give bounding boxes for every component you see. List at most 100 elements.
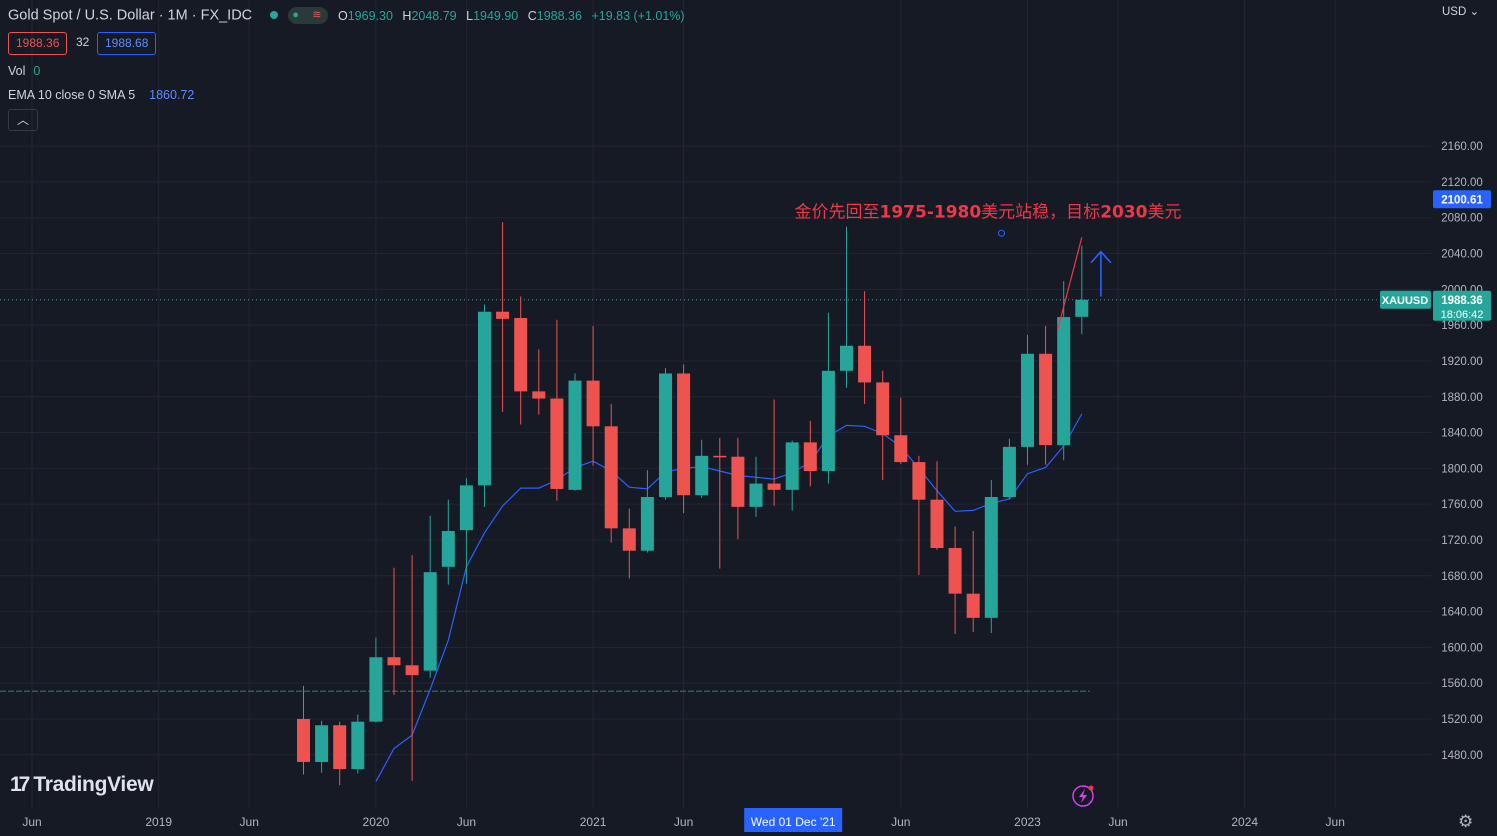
y-tick-label: 1680.00 — [1441, 571, 1483, 583]
candle — [731, 437, 745, 540]
ohlc-change: +19.83 (+1.01%) — [591, 9, 685, 23]
candle — [496, 222, 510, 412]
crosshair-price-box — [1433, 190, 1491, 209]
tradingview-logo[interactable]: 17 TradingView — [10, 773, 154, 797]
x-tick-label: Jun — [1326, 815, 1345, 829]
y-tick-label: 1800.00 — [1441, 463, 1483, 475]
candle — [713, 437, 727, 569]
ohlc-open-value: 1969.30 — [347, 9, 393, 23]
candle-body — [297, 718, 310, 762]
y-tick-label: 1920.00 — [1441, 356, 1483, 368]
annotation-text: 金价先回至1975-1980美元站稳，目标2030美元 — [795, 202, 1182, 222]
chevron-up-icon: ︿ — [16, 113, 29, 127]
candle — [1021, 334, 1034, 465]
y-tick-label: 2160.00 — [1441, 141, 1483, 153]
x-tick-label: Jun — [457, 815, 476, 829]
candle — [297, 685, 310, 775]
candle-body — [695, 455, 709, 496]
candle-body — [640, 497, 654, 551]
candle-body — [496, 311, 510, 319]
candle-body — [1075, 299, 1089, 317]
candle-body — [912, 462, 926, 500]
y-tick-label: 2120.00 — [1441, 177, 1483, 189]
candle — [478, 304, 491, 507]
gear-icon[interactable]: ⚙ — [1458, 812, 1474, 831]
buy-button[interactable]: 1988.68 — [97, 32, 157, 55]
bar-countdown-label: 18:06:42 — [1441, 309, 1484, 321]
x-tick-label: Jun — [22, 815, 41, 829]
candle — [514, 296, 528, 425]
spread-value: 32 — [76, 35, 90, 49]
candle — [586, 326, 600, 466]
candle — [604, 403, 618, 543]
candle-body — [478, 311, 491, 486]
x-tick-label: 2021 — [580, 815, 607, 829]
candle-body — [1002, 446, 1016, 498]
candle-body — [315, 725, 329, 762]
candle — [966, 531, 980, 633]
candle-body — [351, 721, 365, 770]
candle — [876, 370, 890, 480]
volume-legend[interactable]: Vol 0 — [8, 64, 40, 78]
y-tick-label: 1720.00 — [1441, 535, 1483, 547]
lightning-bolt-icon — [1079, 789, 1087, 803]
crosshair-date-label: Wed 01 Dec '21 — [751, 815, 836, 829]
candle-body — [423, 572, 437, 671]
candle — [459, 478, 473, 584]
currency-select[interactable]: USD ⌄ — [1442, 4, 1479, 18]
candle-body — [948, 548, 962, 594]
sell-button[interactable]: 1988.36 — [8, 32, 68, 55]
y-tick-label: 1880.00 — [1441, 392, 1483, 404]
candle — [333, 721, 347, 786]
candle — [441, 499, 455, 585]
x-tick-label: Jun — [891, 815, 910, 829]
candle-body — [1021, 353, 1034, 447]
compare-toggle[interactable]: ● ≋ — [288, 7, 329, 24]
y-tick-label: 1840.00 — [1441, 428, 1483, 440]
candle-body — [459, 485, 473, 531]
x-tick-label: 2020 — [363, 815, 390, 829]
candle-body — [514, 317, 528, 392]
symbol-header[interactable]: Gold Spot / U.S. Dollar · 1M · FX_IDC ● ≋ — [8, 7, 329, 24]
candle-body — [441, 531, 455, 567]
annotation-anchor-icon — [998, 229, 1005, 237]
candle — [568, 373, 582, 491]
ema-label: EMA 10 close 0 SMA 5 — [8, 88, 136, 102]
candle — [315, 720, 329, 773]
candle — [749, 456, 763, 517]
trend-line — [1057, 237, 1083, 330]
candle-body — [604, 426, 618, 529]
candle-body — [785, 442, 799, 490]
ema-legend[interactable]: EMA 10 close 0 SMA 5 1860.72 — [8, 88, 194, 102]
x-tick-label: 2023 — [1014, 815, 1041, 829]
candle — [640, 470, 654, 553]
collapse-legend-button[interactable]: ︿ — [8, 109, 38, 131]
ema-value: 1860.72 — [149, 88, 195, 102]
candle — [659, 368, 672, 500]
candle — [387, 567, 401, 695]
candle — [677, 364, 691, 514]
annotation-text-part: 美元站稳，目标 — [981, 202, 1100, 222]
currency-label: USD — [1442, 6, 1467, 18]
x-tick-label: Jun — [240, 815, 259, 829]
candle-body — [749, 483, 763, 507]
candle — [405, 555, 419, 781]
candle-body — [767, 483, 781, 490]
candle — [821, 312, 835, 484]
candle — [858, 291, 872, 404]
ema-line — [375, 413, 1083, 782]
candle — [984, 479, 998, 634]
symbol-tag-box — [1380, 290, 1431, 309]
target-arrow-head — [1090, 250, 1112, 264]
y-tick-label: 1600.00 — [1441, 642, 1483, 654]
candle — [840, 226, 853, 388]
y-tick-label: 1480.00 — [1441, 750, 1483, 762]
candle — [894, 397, 908, 464]
candle-body — [1039, 353, 1053, 446]
candle-body — [984, 497, 998, 618]
annotation-text-part: 美元 — [1148, 202, 1182, 222]
symbol-title[interactable]: Gold Spot / U.S. Dollar · 1M · FX_IDC — [8, 7, 253, 24]
volume-value: 0 — [33, 64, 41, 78]
candle — [369, 637, 383, 723]
